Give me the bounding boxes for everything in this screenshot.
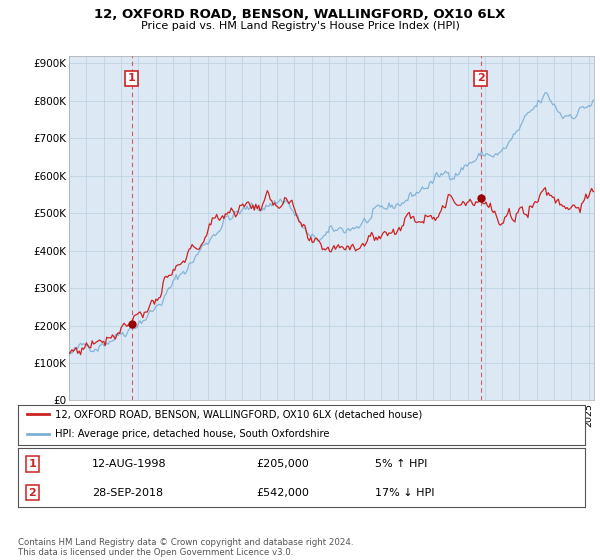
Text: 5% ↑ HPI: 5% ↑ HPI bbox=[375, 459, 428, 469]
Text: £205,000: £205,000 bbox=[256, 459, 309, 469]
Text: Price paid vs. HM Land Registry's House Price Index (HPI): Price paid vs. HM Land Registry's House … bbox=[140, 21, 460, 31]
Text: 12-AUG-1998: 12-AUG-1998 bbox=[92, 459, 166, 469]
Text: 2: 2 bbox=[476, 73, 484, 83]
Text: Contains HM Land Registry data © Crown copyright and database right 2024.
This d: Contains HM Land Registry data © Crown c… bbox=[18, 538, 353, 557]
Text: HPI: Average price, detached house, South Oxfordshire: HPI: Average price, detached house, Sout… bbox=[55, 429, 329, 439]
Text: 12, OXFORD ROAD, BENSON, WALLINGFORD, OX10 6LX (detached house): 12, OXFORD ROAD, BENSON, WALLINGFORD, OX… bbox=[55, 409, 422, 419]
Text: 17% ↓ HPI: 17% ↓ HPI bbox=[375, 488, 435, 498]
Text: 1: 1 bbox=[28, 459, 36, 469]
Text: 1: 1 bbox=[128, 73, 136, 83]
Text: 28-SEP-2018: 28-SEP-2018 bbox=[92, 488, 163, 498]
Text: 12, OXFORD ROAD, BENSON, WALLINGFORD, OX10 6LX: 12, OXFORD ROAD, BENSON, WALLINGFORD, OX… bbox=[94, 8, 506, 21]
Text: £542,000: £542,000 bbox=[256, 488, 309, 498]
Text: 2: 2 bbox=[28, 488, 36, 498]
